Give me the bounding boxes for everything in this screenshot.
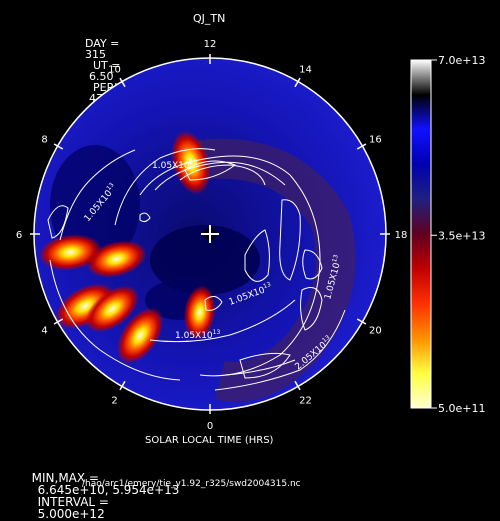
ut-label: UT =	[93, 59, 121, 72]
hotspot	[171, 130, 211, 195]
lt-tick	[356, 318, 367, 325]
contour-line	[224, 359, 296, 376]
hotspot	[183, 285, 216, 340]
lt-tick-label: 2	[111, 395, 117, 406]
x-axis-label: SOLAR LOCAL TIME (HRS)	[145, 435, 274, 446]
lt-tick-label: 10	[108, 65, 121, 76]
lt-tick-label: 4	[41, 326, 47, 337]
file-path: /hao/arc1/emery/tie_v1.92_r325/swd200431…	[82, 479, 301, 489]
dark-region	[150, 225, 260, 295]
contour-line	[139, 212, 151, 223]
lt-tick	[119, 380, 126, 391]
minmax-value: 6.645e+10, 5.954e+13	[37, 483, 180, 497]
ut-value: 6.50	[89, 70, 114, 83]
colorbar-tick-label: 3.5e+13	[438, 229, 485, 242]
polar-chart: 1.05X1013 1.05X1013 1.05X1013 1.05X1013 …	[16, 39, 486, 432]
contour-line	[214, 309, 346, 391]
chart-title: QJ_TN	[193, 12, 226, 25]
hotspot	[38, 234, 102, 271]
colorbar-tick-label: 7.0e+13	[438, 54, 485, 67]
contour-line	[139, 155, 321, 377]
local-time-ticks: 0 2 4 6 8 10 12 14 16 18 20 22	[16, 39, 408, 432]
day-value: 315	[85, 48, 106, 61]
lt-tick-label: 8	[41, 135, 47, 146]
contour-line	[184, 160, 237, 181]
contour-line	[47, 205, 69, 239]
stats-line: MIN,MAX = 6.645e+10, 5.954e+13 INTERVAL …	[24, 460, 180, 521]
day-label: DAY =	[85, 37, 120, 50]
minmax-label: MIN,MAX =	[31, 471, 99, 485]
lt-tick-label: 16	[369, 135, 382, 146]
lt-tick-label: 22	[299, 395, 312, 406]
lt-tick-label: 18	[395, 230, 408, 241]
lt-tick	[53, 318, 64, 325]
colorbar	[410, 59, 432, 409]
contour-line	[149, 299, 296, 343]
lt-tick-label: 6	[16, 230, 22, 241]
contour-line	[179, 164, 266, 186]
lt-tick	[53, 143, 64, 150]
interval-value: 5.000e+12	[37, 507, 105, 521]
contour-line	[59, 149, 136, 241]
contour-line	[239, 352, 291, 379]
lt-tick	[119, 77, 126, 88]
contour-line	[204, 296, 223, 311]
lt-tick-label: 14	[299, 65, 312, 76]
lt-tick-label: 0	[207, 421, 213, 432]
lt-tick-label: 20	[369, 326, 382, 337]
lt-tick	[294, 77, 301, 88]
hotspot	[85, 285, 140, 333]
contour-label: 1.05X1013	[175, 329, 220, 341]
lt-tick	[294, 380, 301, 391]
contour-label: 1.05X1013	[152, 159, 197, 171]
lt-tick	[356, 143, 367, 150]
heat-field	[38, 130, 356, 402]
lt-tick-label: 12	[204, 39, 217, 50]
contour-line	[279, 199, 301, 281]
contour-line	[300, 287, 323, 331]
contour-line	[154, 161, 286, 191]
colorbar-ticks: 7.0e+13 3.5e+13 5.0e+11	[431, 54, 485, 415]
colorbar-tick-label: 5.0e+11	[438, 402, 485, 415]
pole-marker	[201, 225, 219, 243]
contour-line	[244, 229, 270, 282]
contour-line	[302, 249, 323, 280]
contour-line	[49, 259, 181, 381]
hotspot	[116, 307, 164, 364]
contour-lines	[47, 148, 346, 391]
contour-line	[114, 148, 216, 226]
